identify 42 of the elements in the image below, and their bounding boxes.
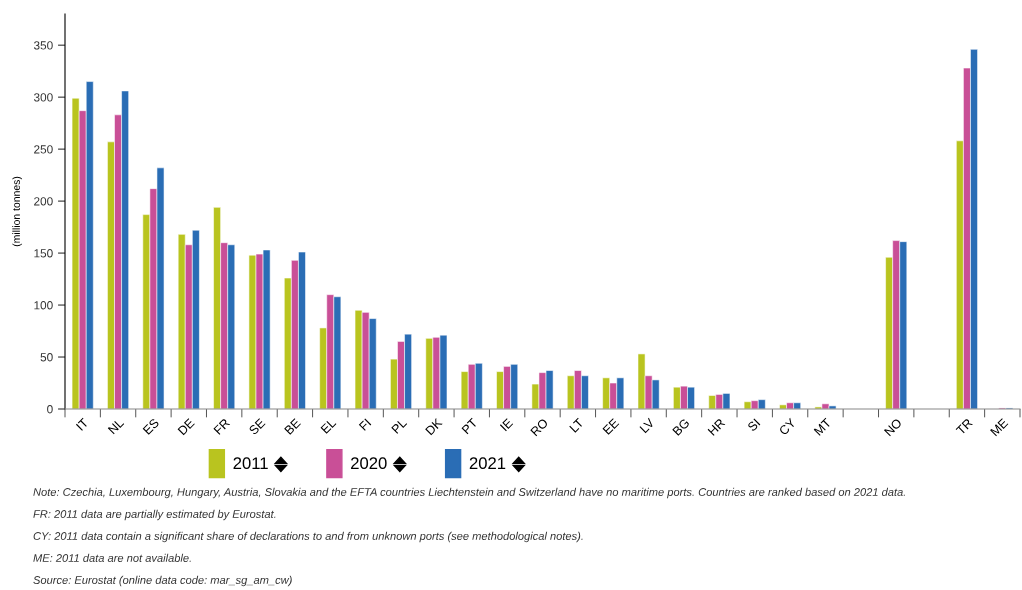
- x-tick-label: LV: [639, 417, 655, 434]
- text: ME: 2011 data are not available.: [33, 553, 191, 562]
- x-tick-label: PL: [391, 417, 408, 434]
- y-tick-label: 50: [40, 353, 53, 362]
- y-axis-title: (million tonnes): [12, 176, 23, 247]
- y-tick-label: 150: [34, 249, 53, 258]
- x-tick-label: SI: [747, 418, 761, 432]
- legend-label: 2021: [469, 457, 506, 470]
- text: CY: 2011 data contain a significant share of declarations to and from unknown ports (see methodological notes).: [33, 531, 583, 543]
- legend-label: 2011: [233, 457, 268, 470]
- x-tick-label: CY: [778, 417, 797, 436]
- x-tick-label: DK: [425, 417, 443, 436]
- x-tick-label: DE: [177, 418, 195, 436]
- x-tick-label: EE: [602, 418, 620, 435]
- y-tick-label: 100: [34, 301, 53, 310]
- x-tick-label: BE: [284, 418, 301, 435]
- x-tick-label: LT: [569, 417, 585, 433]
- x-tick-label: IT: [75, 417, 89, 431]
- x-tick-label: NL: [107, 417, 125, 435]
- x-tick-label: FR: [213, 418, 231, 435]
- x-tick-label: SE: [248, 417, 266, 436]
- x-tick-label: RO: [530, 417, 549, 437]
- x-tick-label: EL: [320, 417, 337, 434]
- x-tick-label: TR: [955, 418, 973, 436]
- y-tick-label: 350: [33, 41, 53, 50]
- x-tick-label: PT: [461, 417, 478, 435]
- y-tick-label: 0: [47, 405, 53, 414]
- x-tick-label: ME: [990, 418, 1009, 437]
- source-note: Source: Eurostat (online data code: mar_sg_am_cw): [33, 575, 292, 587]
- x-tick-label: NO: [883, 417, 903, 437]
- y-tick-label: 300: [33, 93, 53, 102]
- x-tick-label: IE: [499, 418, 514, 432]
- text: FR: 2011 data are partially estimated by Eurostat.: [33, 509, 276, 521]
- x-tick-label: FI: [358, 418, 372, 431]
- x-tick-label: BG: [672, 418, 690, 436]
- y-tick-label: 250: [34, 145, 53, 154]
- x-tick-label: MT: [813, 417, 832, 436]
- x-tick-label: HR: [707, 418, 726, 436]
- x-tick-label: ES: [142, 417, 160, 435]
- y-tick-label: 200: [34, 197, 53, 206]
- legend-label: 2020: [351, 457, 387, 470]
- text: Note: Czechia, Luxembourg, Hungary, Austria, Slovakia and the EFTA countries Liechtenstein and Switzerland have no maritime ports. Countries are ranked based on 2021 data.: [33, 487, 905, 499]
